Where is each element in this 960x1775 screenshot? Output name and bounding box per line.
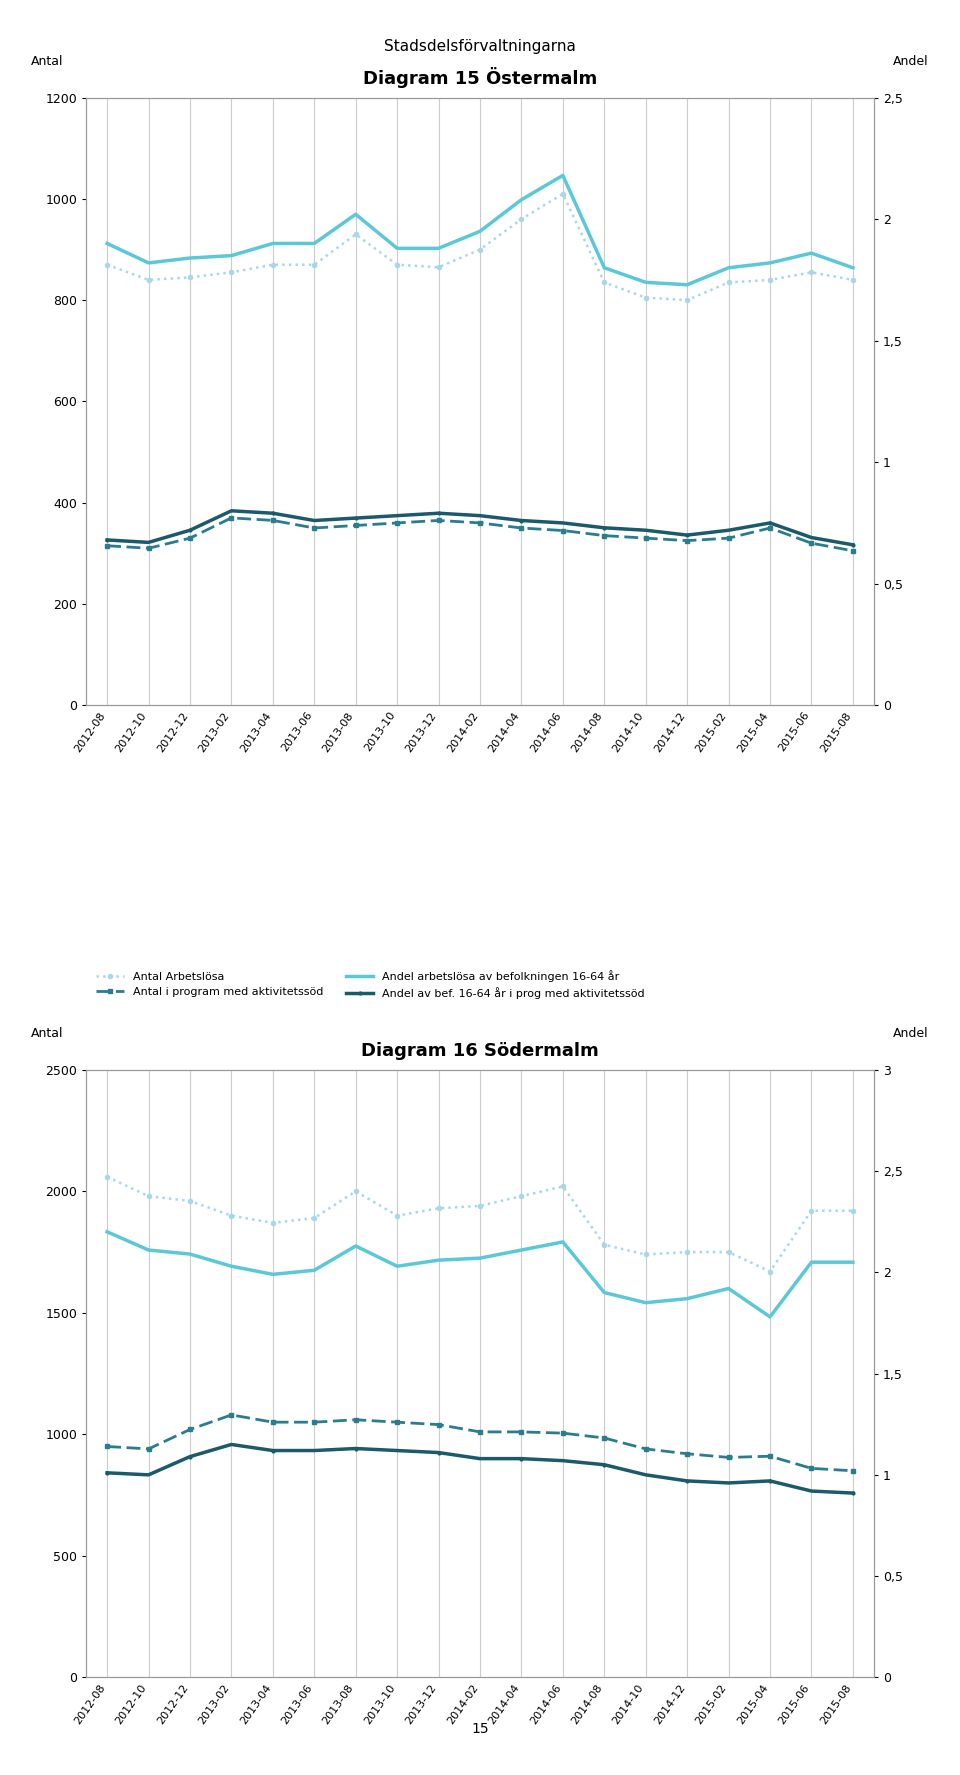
- Legend: Antal Arbetslösa, Antal i program med aktivitetssöd, Andel arbetslösa av befolkn: Antal Arbetslösa, Antal i program med ak…: [92, 966, 649, 1003]
- Text: Stadsdelsförvaltningarna: Stadsdelsförvaltningarna: [384, 39, 576, 53]
- Text: Antal: Antal: [32, 1028, 63, 1040]
- Title: Diagram 15 Östermalm: Diagram 15 Östermalm: [363, 67, 597, 87]
- Title: Diagram 16 Södermalm: Diagram 16 Södermalm: [361, 1042, 599, 1060]
- Text: 15: 15: [471, 1722, 489, 1736]
- Text: Andel: Andel: [893, 55, 928, 67]
- Text: Antal: Antal: [32, 55, 63, 67]
- Text: Andel: Andel: [893, 1028, 928, 1040]
